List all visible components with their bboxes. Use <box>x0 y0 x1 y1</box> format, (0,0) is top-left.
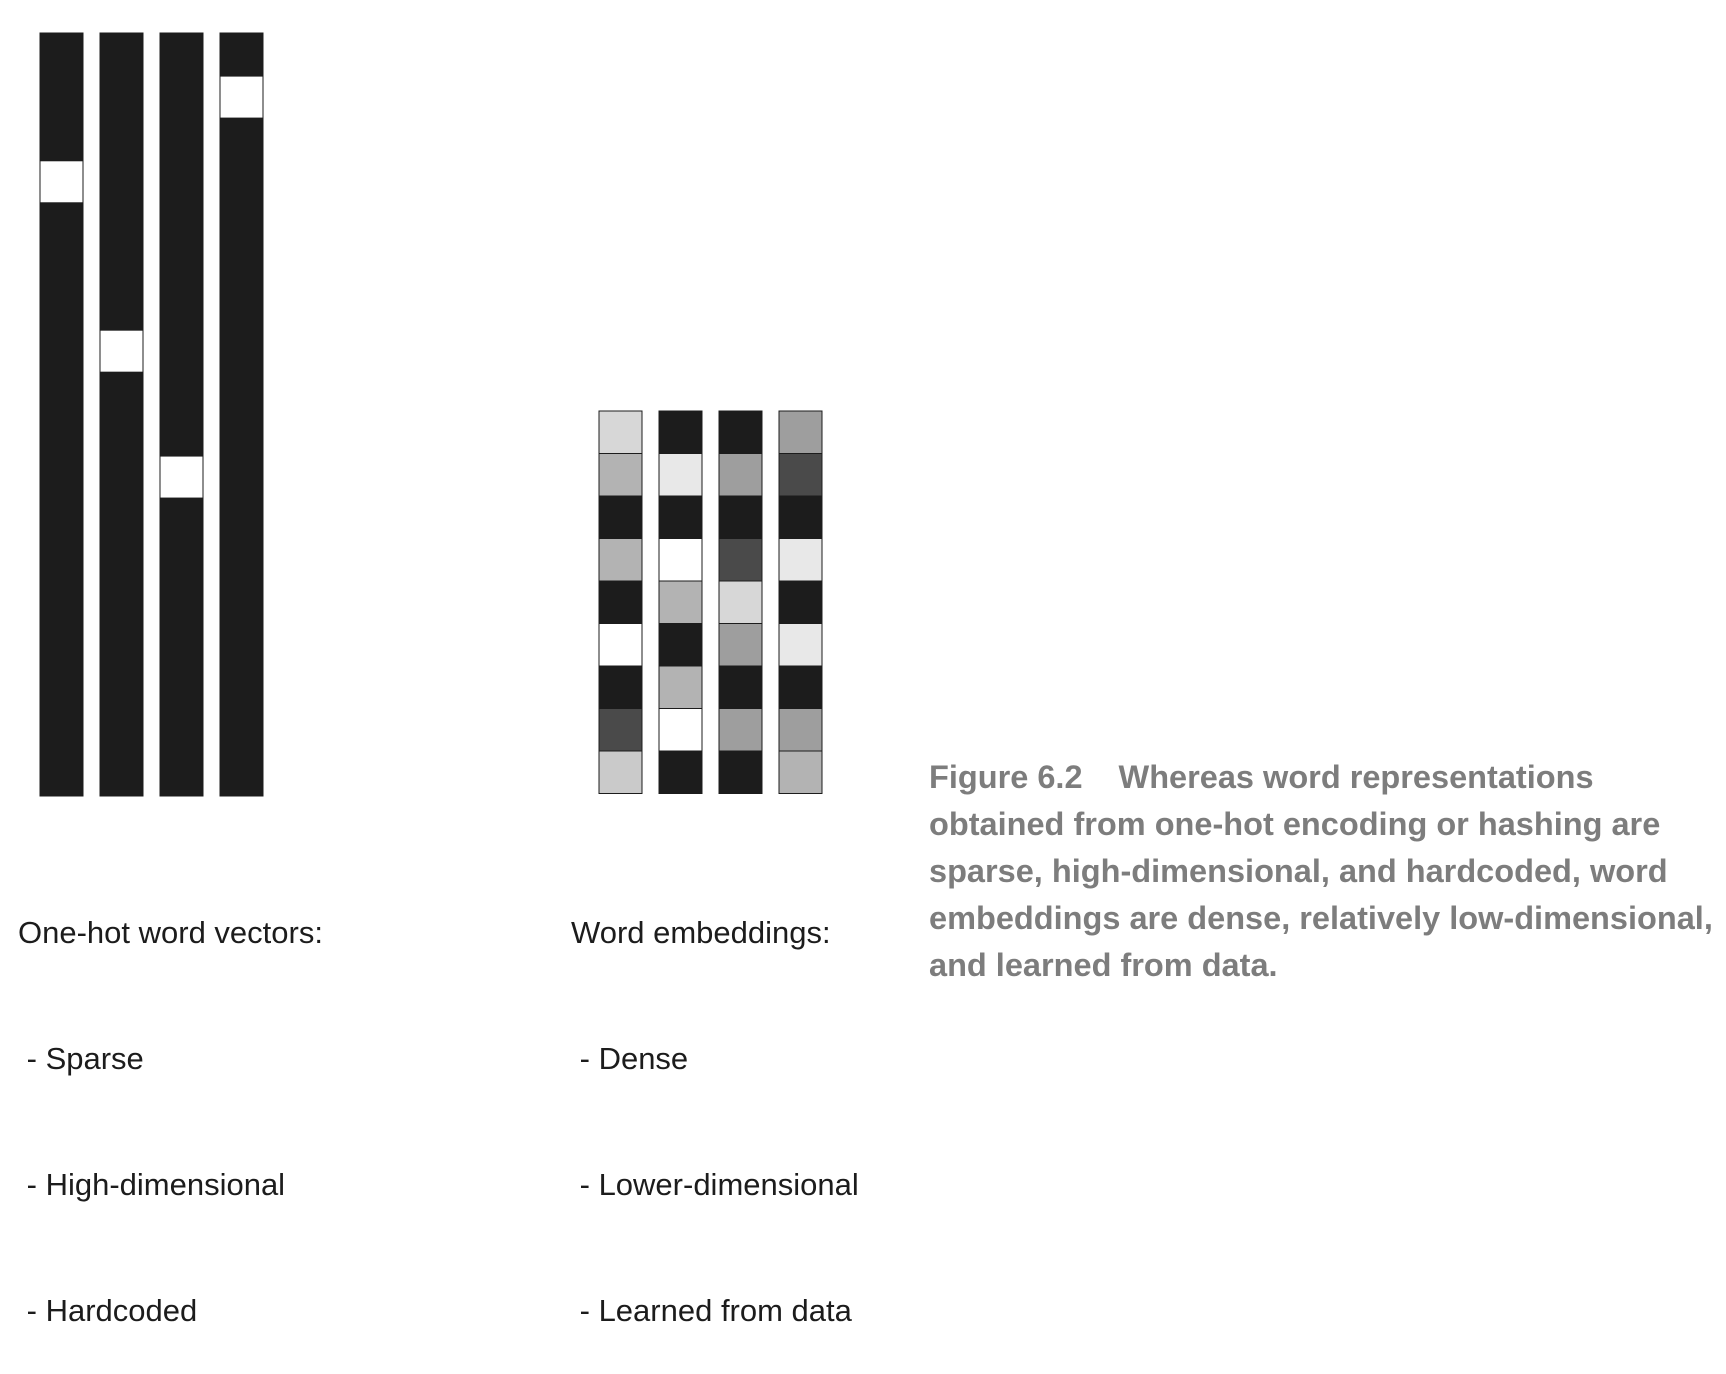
caption-text: Whereas word representations obtained fr… <box>929 759 1713 983</box>
embedding-cell <box>598 580 643 624</box>
word-embedding-vectors <box>598 410 823 794</box>
embedding-cell <box>778 708 823 752</box>
one-hot-active-cell <box>99 329 144 373</box>
embedding-cell <box>778 665 823 709</box>
embedding-cell <box>598 750 643 794</box>
embedding-cell <box>658 708 703 752</box>
embedding-cell <box>658 580 703 624</box>
embedding-heading: Word embeddings: <box>571 915 831 950</box>
embedding-cell <box>598 538 643 582</box>
embedding-cell <box>658 538 703 582</box>
one-hot-vector <box>39 32 84 797</box>
embedding-cell <box>778 495 823 539</box>
one-hot-heading: One-hot word vectors: <box>18 915 323 950</box>
embedding-cell <box>778 453 823 497</box>
embedding-cell <box>718 750 763 794</box>
embedding-property: Lower-dimensional <box>571 1164 859 1206</box>
one-hot-vector <box>99 32 144 797</box>
one-hot-vector <box>159 32 204 797</box>
embedding-cell <box>718 665 763 709</box>
embedding-cell <box>778 750 823 794</box>
embedding-cell <box>658 453 703 497</box>
embedding-cell <box>778 410 823 454</box>
embedding-cell <box>658 410 703 454</box>
one-hot-vectors <box>39 32 264 797</box>
embedding-cell <box>658 623 703 667</box>
embedding-cell <box>598 495 643 539</box>
embedding-cell <box>598 665 643 709</box>
embedding-cell <box>718 580 763 624</box>
embedding-cell <box>658 750 703 794</box>
embedding-cell <box>598 410 643 454</box>
one-hot-property: Hardcoded <box>18 1290 323 1332</box>
one-hot-active-cell <box>219 75 264 119</box>
embedding-cell <box>718 453 763 497</box>
embedding-cell <box>598 623 643 667</box>
embedding-cell <box>778 538 823 582</box>
embedding-property: Dense <box>571 1038 859 1080</box>
embedding-property: Learned from data <box>571 1290 859 1332</box>
one-hot-property: Sparse <box>18 1038 323 1080</box>
embedding-cell <box>658 665 703 709</box>
embedding-cell <box>598 708 643 752</box>
embedding-cell <box>718 495 763 539</box>
one-hot-active-cell <box>39 160 84 204</box>
one-hot-active-cell <box>159 455 204 499</box>
embedding-cell <box>718 538 763 582</box>
diagram-canvas <box>39 32 823 797</box>
figure-number: Figure 6.2 <box>929 759 1083 795</box>
one-hot-vector <box>219 32 264 797</box>
embedding-cell <box>778 580 823 624</box>
embedding-cell <box>718 623 763 667</box>
embedding-legend: Word embeddings: Dense Lower-dimensional… <box>571 828 859 1374</box>
embedding-cell <box>658 495 703 539</box>
figure-caption: Figure 6.2 Whereas word representations o… <box>929 754 1726 989</box>
embedding-cell <box>718 410 763 454</box>
one-hot-legend: One-hot word vectors: Sparse High-dimens… <box>18 828 323 1374</box>
embedding-cell <box>718 708 763 752</box>
embedding-cell <box>598 453 643 497</box>
one-hot-property: High-dimensional <box>18 1164 323 1206</box>
embedding-cell <box>778 623 823 667</box>
